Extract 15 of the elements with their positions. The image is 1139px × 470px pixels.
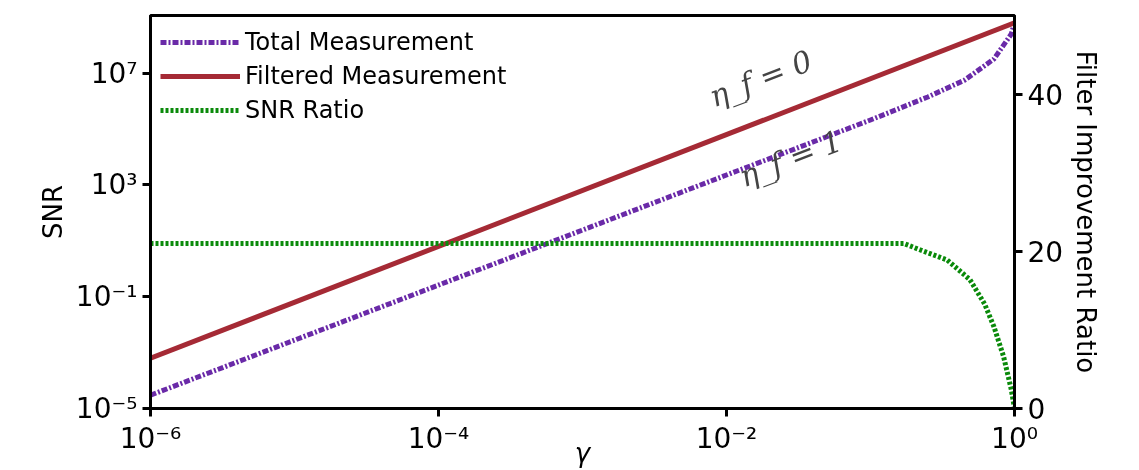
y-tick-label: 10⁷ xyxy=(90,56,138,90)
legend-label: SNR Ratio xyxy=(245,95,365,126)
legend-label: Total Measurement xyxy=(245,27,474,58)
y2-tick-label: 20 xyxy=(1027,235,1064,269)
y2-tick-label: 40 xyxy=(1027,78,1064,112)
y2-axis-title: Filter Improvement Ratio xyxy=(1071,50,1102,374)
y-axis-title: SNR xyxy=(37,184,68,240)
annotation: η_f = 0 xyxy=(704,42,818,116)
x-axis-title: γ xyxy=(574,437,592,468)
x-tick-label: 10⁻² xyxy=(695,421,758,455)
y-tick-label: 10⁻¹ xyxy=(75,280,138,314)
legend-label: Filtered Measurement xyxy=(245,61,507,92)
y-tick-label: 10³ xyxy=(90,168,138,202)
x-tick-label: 10⁻⁴ xyxy=(407,421,470,455)
annotation: η_f = 1 xyxy=(734,122,848,196)
